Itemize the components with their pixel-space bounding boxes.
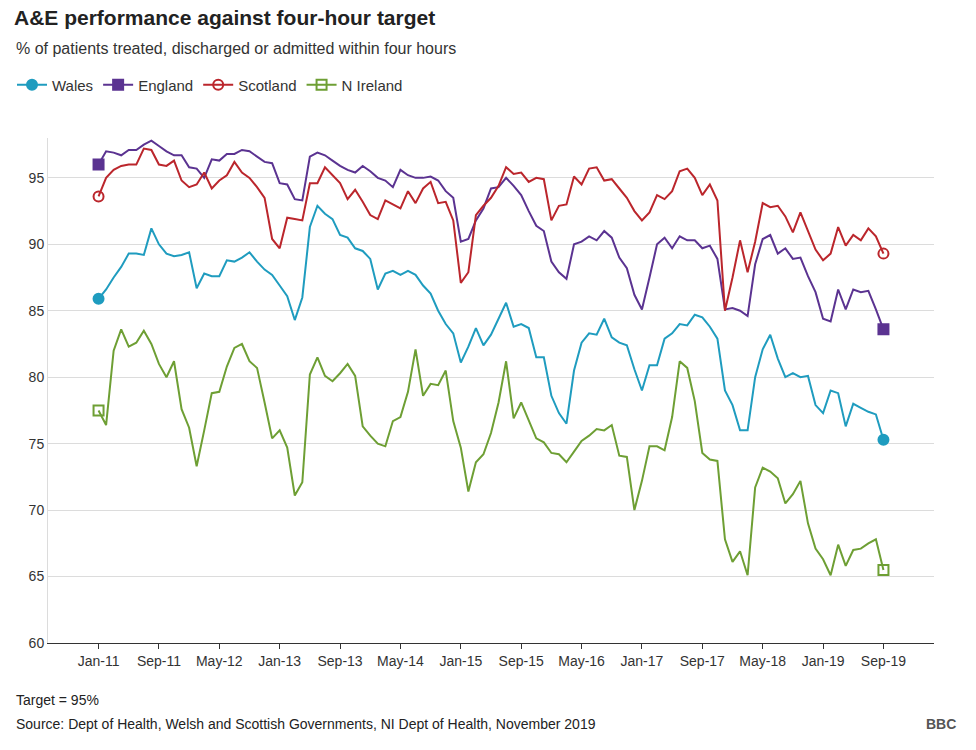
svg-text:Target = 95%: Target = 95% (16, 692, 99, 708)
svg-text:Sep-15: Sep-15 (499, 653, 544, 669)
svg-text:80: 80 (29, 369, 45, 385)
svg-text:95: 95 (29, 170, 45, 186)
svg-text:N Ireland: N Ireland (342, 77, 403, 94)
svg-text:BBC: BBC (926, 716, 956, 732)
svg-text:Source: Dept of Health, Welsh: Source: Dept of Health, Welsh and Scotti… (16, 716, 596, 732)
svg-text:May-14: May-14 (377, 653, 424, 669)
svg-text:Scotland: Scotland (238, 77, 296, 94)
svg-text:85: 85 (29, 303, 45, 319)
svg-text:Jan-15: Jan-15 (439, 653, 482, 669)
svg-text:% of patients treated, dischar: % of patients treated, discharged or adm… (16, 40, 456, 57)
svg-text:60: 60 (29, 635, 45, 651)
svg-text:Sep-19: Sep-19 (861, 653, 906, 669)
svg-text:Jan-17: Jan-17 (621, 653, 664, 669)
svg-text:Jan-19: Jan-19 (802, 653, 845, 669)
svg-text:Sep-11: Sep-11 (137, 653, 181, 669)
svg-text:A&E performance against four-h: A&E performance against four-hour target (14, 6, 435, 29)
svg-text:75: 75 (29, 436, 45, 452)
svg-text:65: 65 (29, 568, 45, 584)
svg-text:Jan-13: Jan-13 (258, 653, 301, 669)
svg-text:90: 90 (29, 236, 45, 252)
svg-text:Sep-13: Sep-13 (317, 653, 362, 669)
svg-text:May-12: May-12 (196, 653, 243, 669)
svg-text:70: 70 (29, 502, 45, 518)
svg-text:Sep-17: Sep-17 (680, 653, 725, 669)
svg-text:May-18: May-18 (739, 653, 786, 669)
svg-text:England: England (138, 77, 193, 94)
svg-text:Jan-11: Jan-11 (78, 653, 120, 669)
svg-text:Wales: Wales (52, 77, 93, 94)
svg-text:May-16: May-16 (558, 653, 605, 669)
